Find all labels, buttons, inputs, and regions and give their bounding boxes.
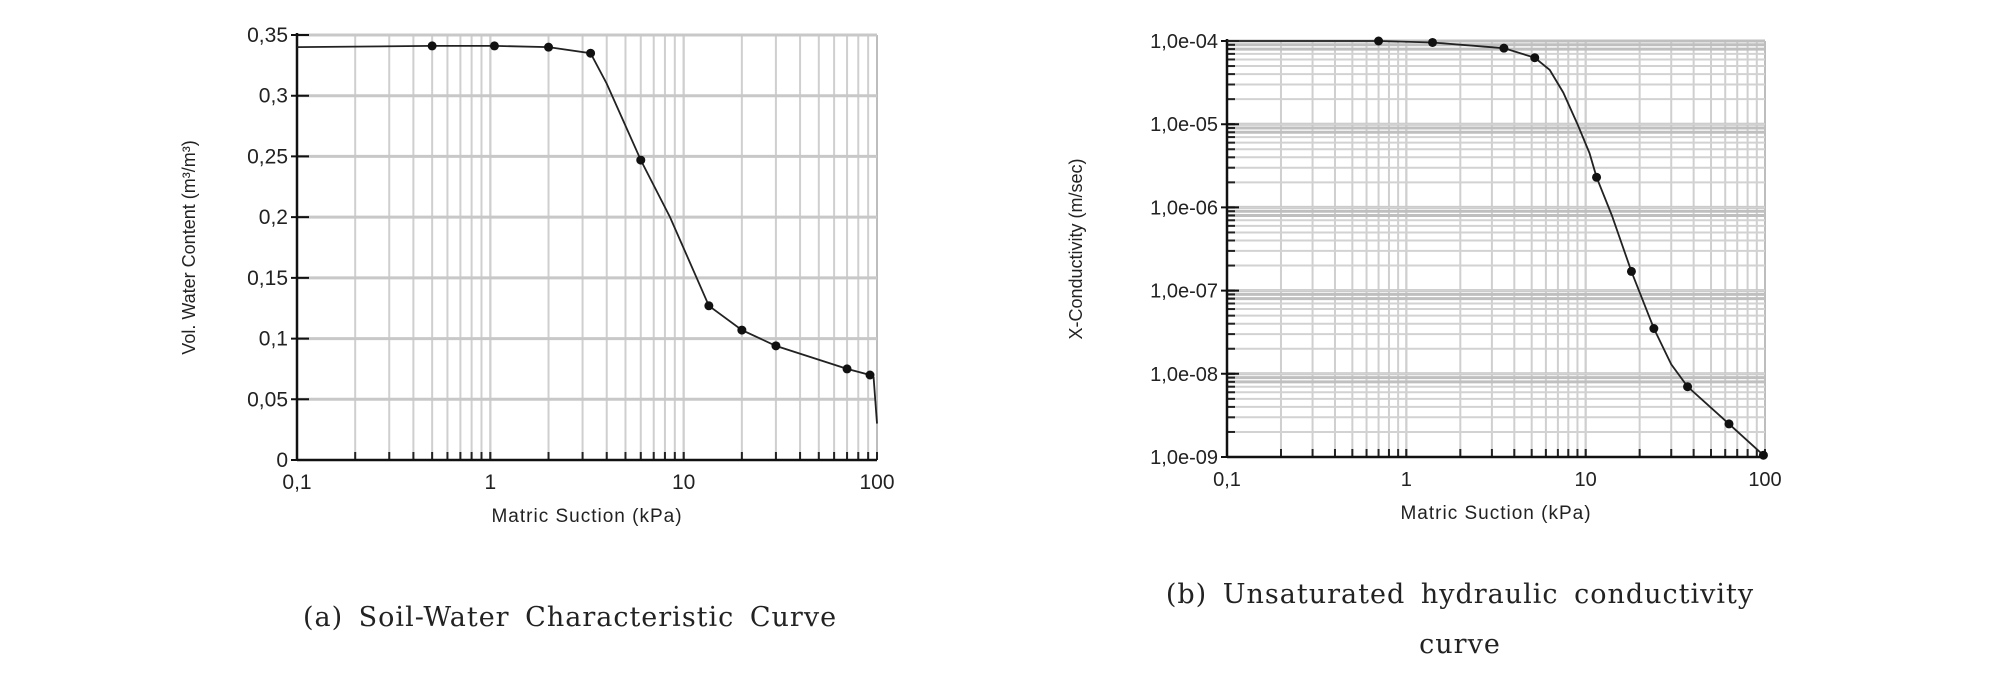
y-tick-label: 0,35	[247, 24, 288, 47]
data-point	[1592, 172, 1602, 182]
y-tick-label: 0	[276, 449, 288, 472]
y-tick-label: 1,0e-06	[1150, 197, 1218, 219]
caption-a: (a) Soil-Water Characteristic Curve	[302, 602, 838, 633]
x-tick-label: 0,1	[1213, 469, 1241, 491]
data-point	[1724, 419, 1734, 429]
data-point	[1758, 450, 1768, 460]
y-tick-label: 0,2	[259, 206, 288, 229]
y-axis-title: X-Conductivity (m/sec)	[1066, 158, 1086, 339]
y-tick-label: 1,0e-04	[1150, 31, 1218, 53]
data-point	[544, 42, 554, 52]
y-tick-label: 0,25	[247, 145, 288, 168]
data-point	[704, 301, 714, 311]
data-point	[1374, 36, 1384, 46]
data-point	[865, 370, 875, 380]
data-point	[427, 41, 437, 51]
x-tick-label: 0,1	[282, 471, 311, 494]
y-tick-label: 0,1	[259, 328, 288, 351]
data-point	[737, 325, 747, 335]
caption-b-line1: (b) Unsaturated hydraulic conductivity	[1165, 579, 1755, 610]
data-point	[1649, 324, 1659, 334]
y-tick-label: 1,0e-07	[1150, 281, 1218, 303]
x-tick-label: 100	[1748, 469, 1781, 491]
y-tick-label: 0,05	[247, 388, 288, 411]
y-tick-label: 1,0e-08	[1150, 364, 1218, 386]
data-point	[489, 41, 499, 51]
y-axis-title: Vol. Water Content (m³/m³)	[179, 140, 199, 354]
y-tick-label: 1,0e-09	[1150, 447, 1218, 469]
x-tick-label: 10	[672, 471, 695, 494]
x-axis-title: Matric Suction (kPa)	[491, 506, 682, 527]
data-point	[842, 364, 852, 374]
data-point	[636, 155, 646, 165]
x-axis-title: Matric Suction (kPa)	[1400, 503, 1591, 524]
y-tick-label: 0,15	[247, 267, 288, 290]
caption-b-line2: curve	[1419, 629, 1501, 660]
x-tick-label: 1	[1401, 469, 1412, 491]
x-tick-label: 100	[859, 471, 894, 494]
series-line	[1227, 40, 1765, 456]
x-tick-label: 10	[1575, 469, 1597, 491]
data-point	[1626, 266, 1636, 276]
data-point	[1499, 43, 1509, 53]
y-tick-label: 0,3	[259, 85, 288, 108]
data-point	[1530, 53, 1540, 63]
y-tick-label: 1,0e-05	[1150, 114, 1218, 136]
chart-conductivity: 1,0e-09 1,0e-08 1,0e-07 1,0e-06 1,0e-05 1,0e-…	[1066, 31, 1782, 524]
data-point	[1428, 37, 1438, 47]
x-tick-label: 1	[484, 471, 496, 494]
data-point	[1683, 382, 1693, 392]
caption-b: (b) Unsaturated hydraulic conductivity c…	[1100, 570, 1820, 670]
data-point	[771, 341, 781, 351]
data-point	[586, 48, 596, 58]
chart-swcc: 0 0,05 0,1 0,15 0,2 0,25 0,3 0,35 0,1 1 10 100 Matri…	[179, 24, 895, 527]
series-line	[296, 45, 878, 424]
